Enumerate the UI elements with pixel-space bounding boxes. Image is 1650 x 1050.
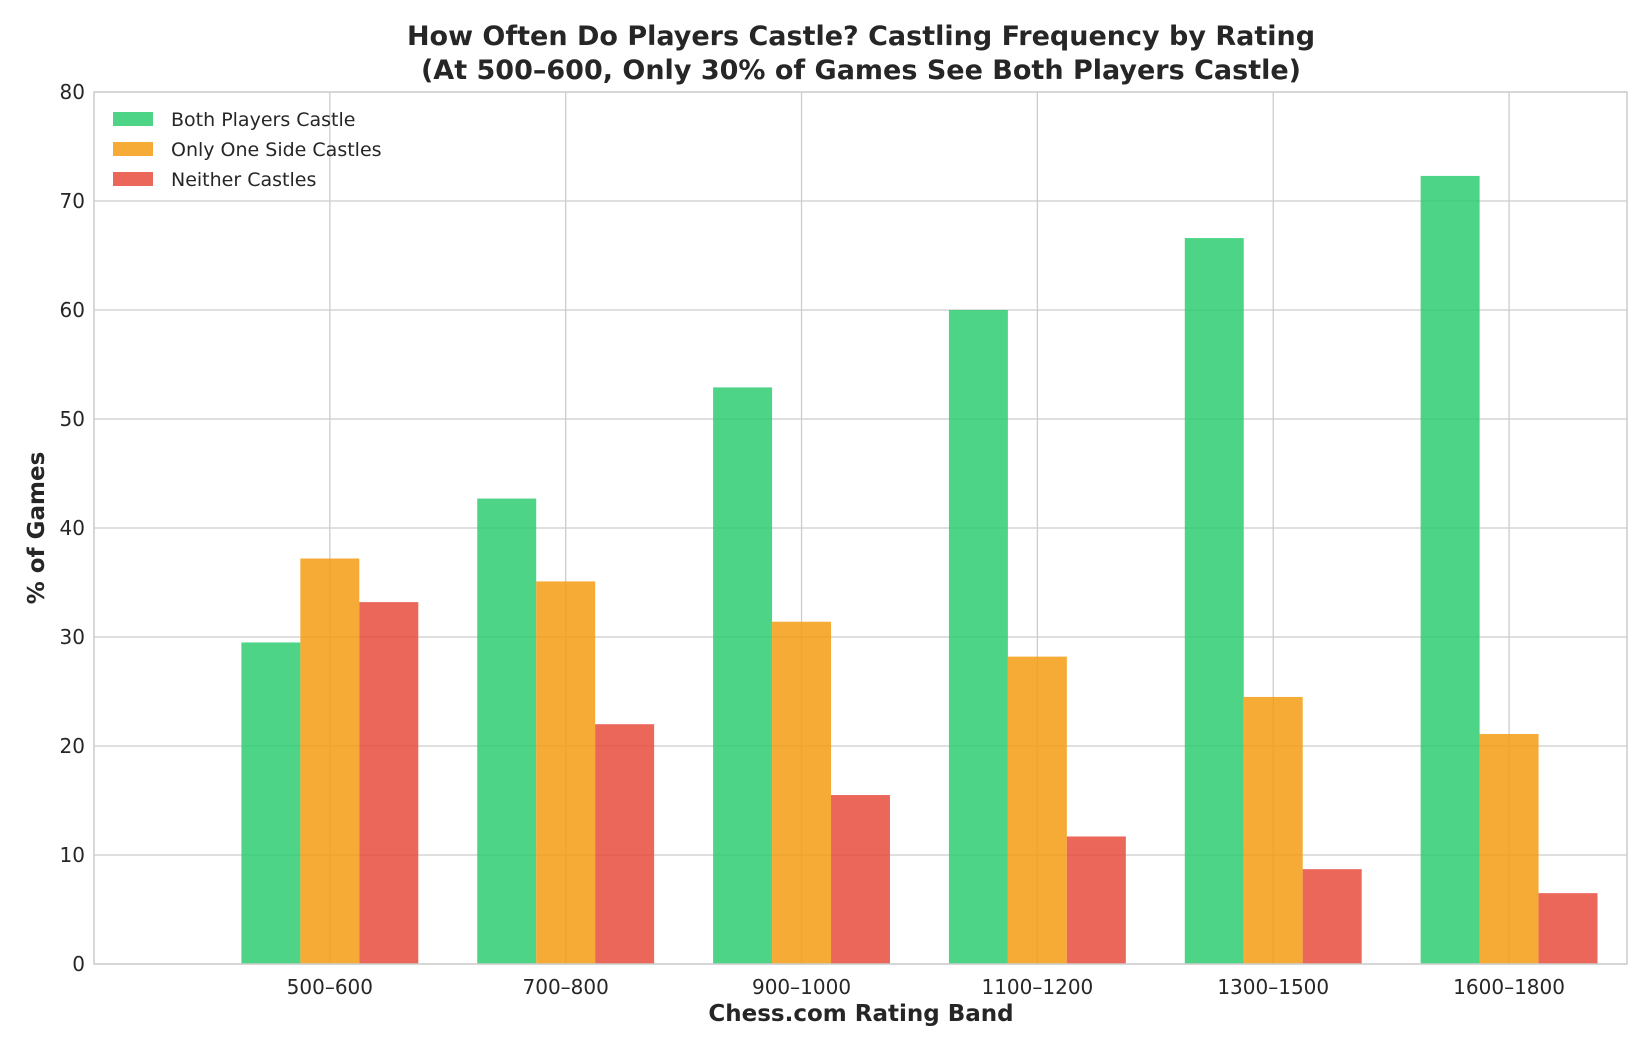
bar	[1066, 836, 1126, 964]
y-tick-label: 0	[72, 952, 85, 976]
x-tick-label: 1300–1500	[1217, 975, 1329, 999]
x-axis-label: Chess.com Rating Band	[708, 1001, 1013, 1027]
bar	[1479, 734, 1539, 964]
legend-label: Both Players Castle	[171, 109, 355, 131]
bar	[831, 795, 890, 964]
bar-group	[241, 175, 1598, 964]
y-tick-label: 10	[60, 843, 85, 867]
y-tick-label: 30	[60, 625, 85, 649]
x-tick-label: 1600–1800	[1453, 975, 1565, 999]
y-tick-label: 80	[60, 80, 85, 104]
bar	[595, 724, 655, 964]
bar	[1302, 869, 1362, 964]
legend: Both Players Castle Only One Side Castles…	[113, 109, 382, 191]
y-tick-label: 40	[60, 516, 85, 540]
y-axis-ticks: 0 10 20 30 40 50 60 70 80	[60, 80, 85, 976]
bar	[1184, 238, 1244, 964]
bar	[241, 642, 301, 964]
bar	[713, 387, 773, 964]
legend-label: Neither Castles	[171, 169, 316, 191]
x-tick-label: 1100–1200	[981, 975, 1093, 999]
bar	[359, 602, 419, 964]
bar	[948, 310, 1008, 964]
bar	[772, 621, 832, 964]
x-tick-label: 900–1000	[752, 975, 851, 999]
bar	[1243, 696, 1303, 964]
chart-title: How Often Do Players Castle? Castling Fr…	[407, 21, 1315, 52]
legend-swatch	[113, 142, 153, 156]
y-tick-label: 60	[60, 298, 85, 322]
bar	[1538, 893, 1598, 964]
bar	[1007, 656, 1067, 964]
x-axis-ticks: 500–600 700–800 900–1000 1100–1200 1300–1500…	[287, 975, 1565, 999]
legend-swatch	[113, 112, 153, 126]
legend-label: Only One Side Castles	[171, 139, 382, 161]
bar	[1420, 175, 1480, 964]
y-tick-label: 50	[60, 407, 85, 431]
y-tick-label: 70	[60, 189, 85, 213]
x-tick-label: 500–600	[287, 975, 373, 999]
x-tick-label: 700–800	[523, 975, 609, 999]
bar	[477, 498, 537, 964]
plot-frame	[93, 91, 1628, 965]
y-tick-label: 20	[60, 734, 85, 758]
legend-swatch	[113, 172, 153, 186]
y-axis-label: % of Games	[24, 452, 50, 605]
chart-subtitle: (At 500–600, Only 30% of Games See Both …	[421, 55, 1301, 86]
bar	[536, 581, 596, 964]
bar	[300, 558, 360, 964]
